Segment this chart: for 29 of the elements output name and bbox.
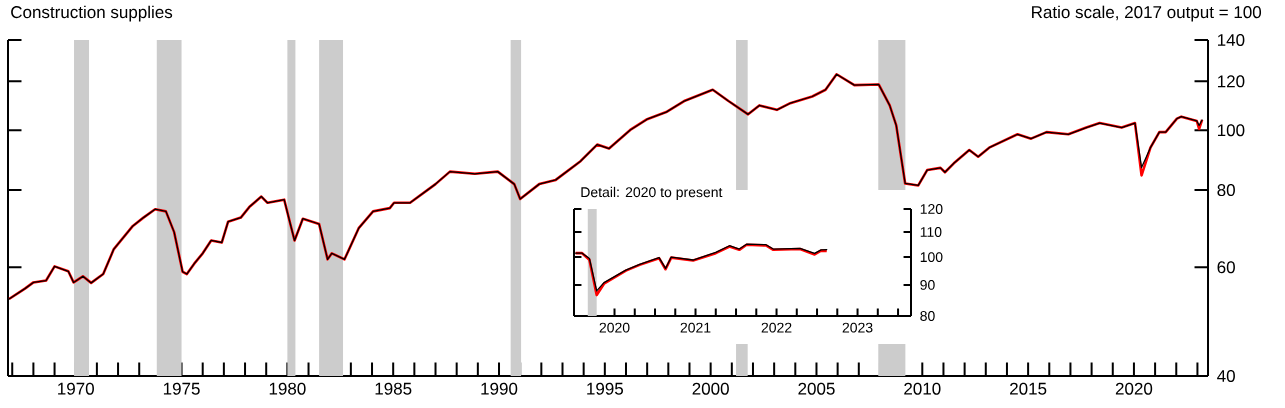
chart-title: Construction supplies [11, 5, 173, 22]
x-tick-label: 2020 [1115, 382, 1153, 395]
x-tick-label: 2010 [904, 382, 941, 395]
x-tick-label: 2021 [680, 322, 711, 333]
x-tick-label: 1990 [481, 382, 518, 395]
y-tick-label: 120 [1218, 75, 1245, 88]
x-tick-label: 2015 [1010, 382, 1047, 395]
y-tick-label: 80 [1217, 184, 1235, 197]
y-tick-label: 90 [920, 279, 935, 290]
x-tick-label: 2005 [798, 382, 835, 395]
x-tick-label: 2020 [599, 322, 630, 333]
y-tick-label: 100 [1218, 124, 1245, 137]
x-tick-label: 2000 [692, 382, 729, 395]
x-tick-label: 1985 [375, 382, 412, 395]
x-tick-label: 1995 [587, 382, 624, 395]
x-tick-label: 1975 [163, 382, 200, 395]
x-tick-label: 1980 [269, 382, 306, 395]
y-tick-label: 40 [1217, 369, 1235, 383]
y-tick-label: 110 [920, 226, 942, 237]
x-tick-label: 1970 [58, 382, 94, 395]
y-tick-label: 120 [920, 204, 943, 214]
y-tick-label: 140 [1218, 33, 1245, 46]
chart-title: Detail: 2020 to present [581, 186, 723, 200]
x-tick-label: 2023 [842, 322, 873, 333]
y-tick-label: 80 [920, 311, 935, 321]
y-tick-label: 60 [1217, 261, 1235, 274]
y-tick-label: 100 [920, 252, 943, 263]
x-tick-label: 2022 [761, 322, 792, 333]
y-axis-title: Ratio scale, 2017 output = 100 [1032, 5, 1262, 22]
